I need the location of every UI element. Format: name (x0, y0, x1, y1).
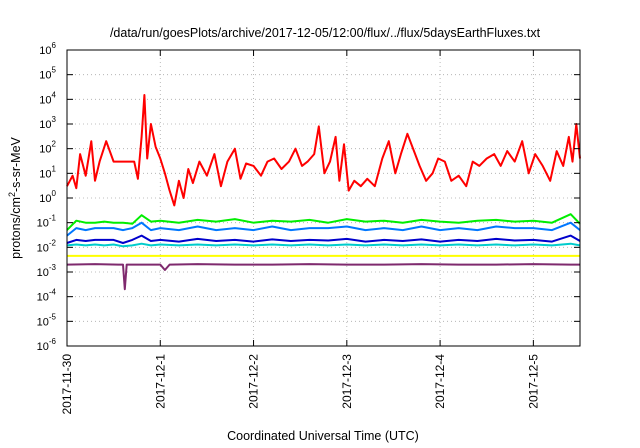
x-tick-label: 2017-12-4 (433, 354, 447, 409)
y-tick-label: 100 (39, 189, 56, 205)
y-axis-label-sup: 2 (7, 192, 17, 197)
x-tick-label: 2017-12-1 (153, 354, 167, 409)
series-line-2 (66, 221, 581, 237)
series-line-0 (66, 94, 581, 207)
y-axis-label-rest: -s-sr-MeV (9, 136, 23, 192)
x-tick-label: 2017-12-5 (526, 354, 540, 409)
x-tick-label: 2017-11-30 (60, 354, 74, 415)
x-axis-ticks: 2017-11-30 2017-12-1 2017-12-2 2017-12-3 201… (60, 50, 540, 415)
y-tick-label: 105 (39, 66, 56, 82)
y-tick-label: 106 (39, 41, 56, 57)
y-tick-label: 10-2 (37, 238, 57, 254)
y-tick-label: 104 (39, 90, 56, 106)
y-axis-label: protons/cm2-s-sr-MeV (7, 136, 23, 258)
series-line-4 (66, 242, 581, 248)
y-tick-label: 10-1 (37, 214, 57, 230)
data-series (66, 94, 581, 291)
series-line-6 (66, 263, 580, 291)
y-tick-label: 10-3 (37, 263, 57, 279)
y-tick-label: 10-6 (37, 337, 57, 353)
series-line-1 (66, 213, 581, 231)
x-axis-label: Coordinated Universal Time (UTC) (227, 429, 419, 443)
chart-title: /data/run/goesPlots/archive/2017-12-05/1… (110, 26, 541, 40)
y-axis-label-base: protons/cm (9, 197, 23, 259)
y-axis-ticks: 10-6 10-5 10-4 10-3 10-2 10-1 100 101 102 103 104 1… (37, 41, 580, 353)
series-line-3 (66, 234, 581, 244)
y-tick-label: 103 (39, 115, 56, 131)
y-tick-label: 10-4 (37, 288, 57, 304)
x-tick-label: 2017-12-3 (340, 354, 354, 409)
y-tick-label: 10-5 (37, 312, 57, 328)
y-tick-label: 101 (39, 164, 56, 180)
x-tick-label: 2017-12-2 (247, 354, 261, 409)
y-tick-label: 102 (39, 140, 56, 156)
